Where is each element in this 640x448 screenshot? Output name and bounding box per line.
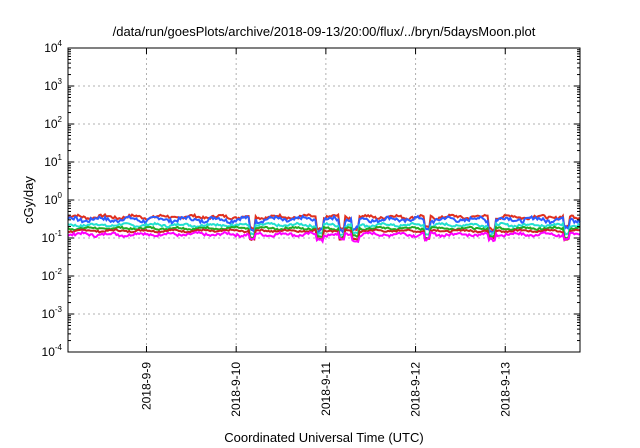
y-tick-label: 102 (44, 115, 62, 131)
grid-lines (68, 48, 580, 352)
chart-title: /data/run/goesPlots/archive/2018-09-13/2… (113, 24, 536, 39)
x-axis-label: Coordinated Universal Time (UTC) (224, 430, 423, 445)
x-tick-label: 2018-9-10 (229, 362, 243, 417)
y-tick-label: 101 (44, 153, 62, 169)
y-tick-label: 100 (44, 191, 62, 207)
x-axis-ticks: 2018-9-9 2018-9-10 2018-9-11 2018-9-12 2018-… (139, 48, 512, 417)
y-tick-label: 10-2 (42, 267, 63, 283)
y-tick-label: 10-4 (42, 343, 63, 359)
series-group (67, 212, 581, 245)
x-tick-label: 2018-9-12 (409, 362, 423, 417)
x-tick-label: 2018-9-11 (319, 362, 333, 416)
y-tick-label: 103 (44, 77, 62, 93)
x-tick-label: 2018-9-13 (498, 362, 512, 417)
series-line (67, 230, 581, 245)
y-axis-ticks: 10-4 10-3 10-2 10-1 100 101 102 103 104 (42, 39, 580, 359)
y-axis-label: cGy/day (21, 176, 36, 224)
y-tick-label: 10-1 (42, 229, 63, 245)
y-tick-label: 10-3 (42, 305, 63, 321)
x-tick-label: 2018-9-9 (139, 362, 153, 410)
y-tick-label: 104 (44, 39, 62, 55)
